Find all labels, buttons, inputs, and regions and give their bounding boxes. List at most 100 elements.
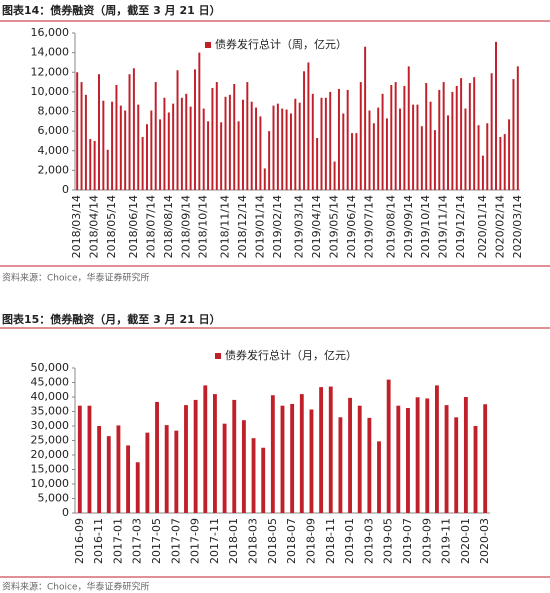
bar bbox=[164, 425, 169, 513]
bar bbox=[359, 82, 362, 190]
bar bbox=[328, 386, 333, 513]
bar bbox=[438, 89, 441, 190]
x-tick-label: 2019-09 bbox=[420, 518, 433, 564]
x-tick-label: 2017-09 bbox=[189, 518, 202, 564]
bar bbox=[119, 105, 122, 190]
bar bbox=[126, 445, 131, 513]
bar bbox=[241, 420, 246, 513]
bar bbox=[222, 423, 227, 513]
x-tick-label: 2020-03 bbox=[478, 518, 491, 564]
bar bbox=[406, 408, 410, 513]
bar bbox=[412, 104, 415, 190]
bar bbox=[268, 131, 271, 190]
bar bbox=[319, 387, 324, 513]
bar bbox=[463, 397, 468, 513]
bar bbox=[503, 134, 506, 190]
bar bbox=[351, 133, 354, 190]
bar bbox=[211, 87, 214, 190]
x-tick-label: 2018/12/14 bbox=[236, 195, 249, 258]
bar bbox=[251, 438, 256, 513]
bar bbox=[464, 108, 467, 190]
bar bbox=[193, 69, 196, 190]
x-tick-label: 2020/02/14 bbox=[493, 195, 506, 258]
x-tick-label: 2019-03 bbox=[362, 518, 375, 564]
bar bbox=[303, 71, 306, 190]
bar bbox=[399, 108, 402, 190]
bar bbox=[76, 72, 79, 190]
bar bbox=[442, 82, 445, 190]
bar bbox=[394, 82, 397, 190]
x-tick-label: 2019-01 bbox=[343, 518, 356, 564]
x-tick-label: 2019/06/14 bbox=[345, 195, 358, 258]
bar bbox=[270, 395, 275, 513]
bar bbox=[342, 113, 345, 190]
bar bbox=[145, 432, 150, 513]
y-tick-label: 6,000 bbox=[38, 124, 70, 137]
bar bbox=[176, 70, 179, 190]
bar bbox=[396, 405, 401, 513]
x-tick-label: 2018/04/14 bbox=[88, 195, 101, 258]
y-tick-label: 20,000 bbox=[31, 448, 70, 461]
bar bbox=[433, 130, 436, 190]
bar bbox=[106, 436, 111, 513]
bar bbox=[390, 85, 393, 190]
x-tick-label: 2018/05/14 bbox=[105, 195, 118, 258]
bar bbox=[425, 83, 428, 190]
bar bbox=[128, 74, 131, 190]
bar bbox=[460, 78, 463, 190]
bar bbox=[357, 405, 362, 513]
y-tick-label: 10,000 bbox=[31, 85, 70, 98]
figure-title: 图表15：债券融资（月，截至 3 月 21 日） bbox=[2, 312, 221, 326]
bar bbox=[429, 101, 432, 190]
bar bbox=[486, 123, 489, 190]
bar bbox=[89, 138, 92, 190]
bar bbox=[159, 119, 162, 190]
bar bbox=[224, 96, 227, 190]
y-tick-label: 5,000 bbox=[38, 492, 70, 505]
y-tick-label: 45,000 bbox=[31, 376, 70, 389]
bar bbox=[483, 404, 488, 513]
bar bbox=[499, 137, 502, 190]
y-tick-label: 10,000 bbox=[31, 477, 70, 490]
bar bbox=[355, 133, 358, 190]
bar bbox=[276, 103, 279, 190]
bar bbox=[255, 107, 258, 190]
x-tick-label: 2018-09 bbox=[304, 518, 317, 564]
x-tick-label: 2018/09/14 bbox=[179, 195, 192, 258]
bar bbox=[241, 99, 244, 190]
bar bbox=[155, 401, 159, 513]
bar bbox=[172, 103, 175, 190]
bar bbox=[407, 66, 410, 190]
bar bbox=[508, 119, 511, 190]
x-tick-label: 2016-11 bbox=[92, 518, 105, 564]
bar bbox=[250, 101, 253, 190]
bar bbox=[311, 93, 314, 190]
bar bbox=[281, 108, 284, 190]
bar bbox=[490, 73, 493, 190]
x-tick-label: 2017-05 bbox=[150, 518, 163, 564]
legend-swatch bbox=[205, 42, 211, 48]
source-note: 资料来源：Choice，华泰证券研究所 bbox=[2, 272, 149, 284]
bar bbox=[289, 113, 292, 190]
bar bbox=[213, 394, 217, 513]
bar bbox=[516, 66, 519, 190]
x-tick-label: 2019-07 bbox=[401, 518, 414, 564]
bar bbox=[163, 97, 166, 190]
bar bbox=[280, 405, 285, 513]
bar bbox=[84, 94, 87, 190]
bar bbox=[367, 417, 372, 513]
source-note: 资料来源：Choice，华泰证券研究所 bbox=[2, 581, 149, 593]
x-tick-label: 2019/03/14 bbox=[293, 195, 306, 258]
bar bbox=[174, 430, 179, 513]
bar bbox=[316, 137, 319, 190]
bar bbox=[93, 140, 96, 190]
y-tick-label: 14,000 bbox=[31, 46, 70, 59]
bar bbox=[202, 108, 205, 190]
bar bbox=[377, 441, 381, 513]
x-tick-label: 2018/07/14 bbox=[144, 195, 157, 258]
bar bbox=[98, 74, 100, 190]
x-tick-label: 2019/08/14 bbox=[384, 195, 397, 258]
figure-title: 图表14：债券融资（周，截至 3 月 21 日） bbox=[2, 3, 221, 17]
x-tick-label: 2019/09/14 bbox=[402, 195, 415, 258]
